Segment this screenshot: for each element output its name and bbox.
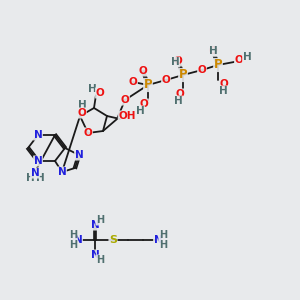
Text: N: N (91, 250, 99, 260)
Text: H: H (159, 240, 167, 250)
Text: H: H (96, 215, 104, 225)
Text: H: H (88, 84, 96, 94)
Text: H: H (96, 255, 104, 265)
Text: N: N (58, 167, 66, 177)
Text: H: H (219, 86, 227, 96)
Text: O: O (174, 56, 182, 66)
Text: H: H (174, 96, 182, 106)
Text: O: O (121, 95, 129, 105)
Text: O: O (96, 88, 104, 98)
Text: O: O (208, 46, 217, 56)
Text: O: O (84, 128, 92, 138)
Text: O: O (162, 75, 170, 85)
Text: O: O (235, 55, 243, 65)
Text: O: O (78, 108, 86, 118)
Text: H: H (78, 100, 86, 110)
Text: O: O (220, 79, 228, 89)
Text: N: N (31, 168, 39, 178)
Text: H: H (69, 230, 77, 240)
Text: P: P (214, 58, 222, 71)
Text: H: H (171, 57, 179, 67)
Text: O: O (198, 65, 206, 75)
Text: N: N (34, 156, 42, 166)
Text: H: H (136, 106, 144, 116)
Text: H: H (69, 240, 77, 250)
Text: N: N (154, 235, 162, 245)
Text: H: H (159, 230, 167, 240)
Text: O: O (129, 77, 137, 87)
Text: H: H (243, 52, 251, 62)
Text: N: N (75, 150, 83, 160)
Text: H: H (26, 173, 34, 183)
Text: N: N (74, 235, 82, 245)
Text: OH: OH (118, 111, 136, 121)
Text: H: H (36, 173, 44, 183)
Text: O: O (139, 66, 147, 76)
Text: P: P (144, 79, 152, 92)
Text: S: S (109, 235, 117, 245)
Text: O: O (176, 89, 184, 99)
Text: O: O (140, 99, 148, 109)
Text: N: N (34, 130, 42, 140)
Text: P: P (179, 68, 187, 82)
Text: H: H (208, 46, 217, 56)
Text: N: N (91, 220, 99, 230)
